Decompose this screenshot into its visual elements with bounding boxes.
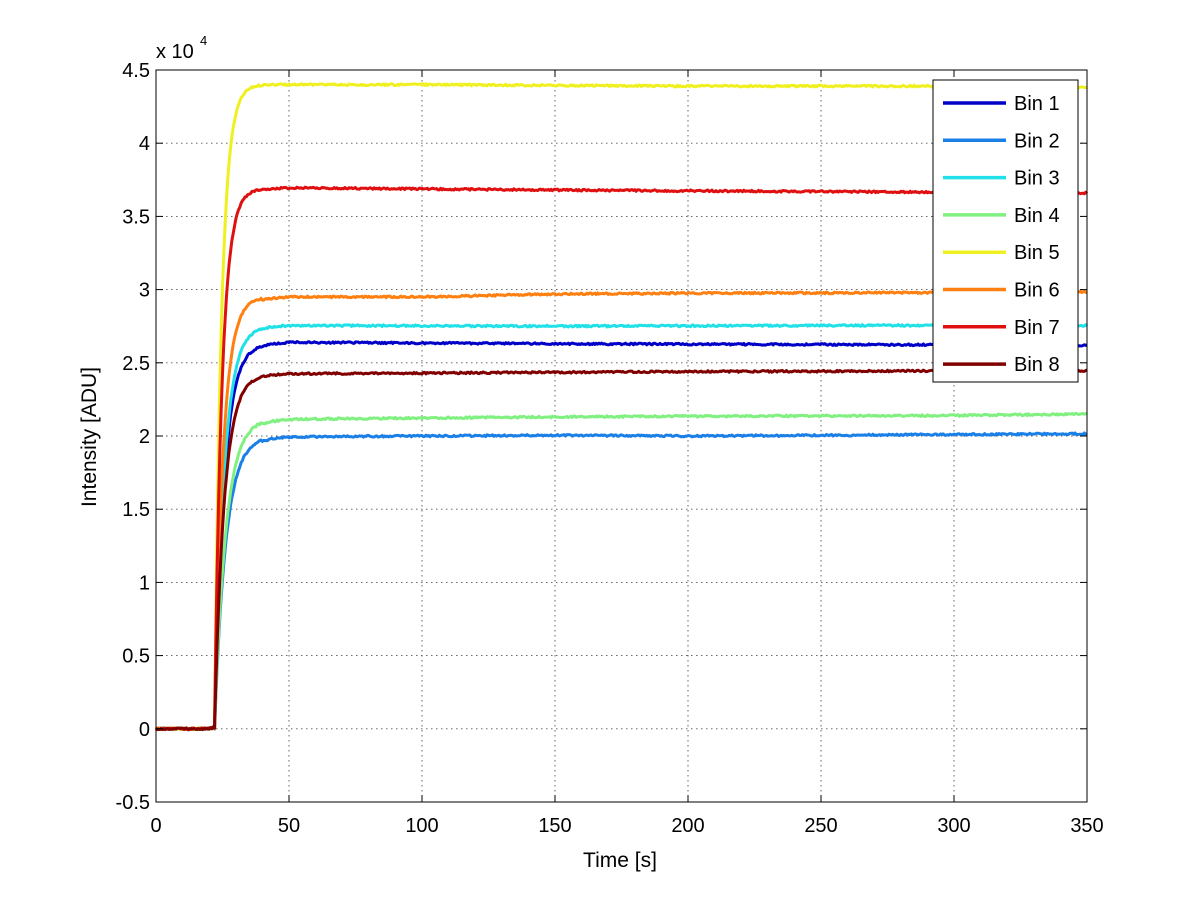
series-line-8 bbox=[154, 368, 1088, 732]
y-tick-label: 1 bbox=[139, 572, 150, 594]
x-tick-label: 250 bbox=[804, 815, 837, 837]
x-tick-label: 200 bbox=[671, 815, 704, 837]
y-axis-title: Intensity [ADU] bbox=[78, 367, 101, 507]
y-tick-label: 1.5 bbox=[122, 499, 150, 521]
grid-lines bbox=[156, 70, 1087, 802]
y-tick-label: 0 bbox=[139, 719, 150, 741]
series-line-3 bbox=[155, 323, 1089, 732]
legend-label-4: Bin 4 bbox=[1014, 205, 1060, 227]
y-tick-label: 2 bbox=[139, 426, 150, 448]
y-tick-label: 3 bbox=[139, 280, 150, 302]
legend-label-3: Bin 3 bbox=[1014, 168, 1060, 190]
y-tick-label: 2.5 bbox=[122, 353, 150, 375]
legend-label-1: Bin 1 bbox=[1014, 93, 1060, 115]
series-line-1 bbox=[155, 340, 1088, 732]
y-tick-label: 3.5 bbox=[122, 206, 150, 228]
axis-ticks: 0 50 100 150 200 250 300 350-0.500.511.522.533.… bbox=[116, 60, 1104, 837]
x-tick-label: 350 bbox=[1070, 815, 1103, 837]
y-tick-label: 4.5 bbox=[122, 60, 150, 82]
series-line-5 bbox=[155, 82, 1088, 732]
legend-label-7: Bin 7 bbox=[1014, 317, 1060, 339]
legend-label-6: Bin 6 bbox=[1014, 280, 1060, 302]
x-tick-label: 300 bbox=[937, 815, 970, 837]
y-exponent-base: x 10 bbox=[156, 41, 194, 63]
x-axis-title: Time [s] bbox=[583, 849, 657, 872]
x-tick-label: 150 bbox=[538, 815, 571, 837]
legend-label-8: Bin 8 bbox=[1014, 354, 1060, 376]
legend: Bin 1 Bin 2 Bin 3 Bin 4 Bin 5 Bin 6 Bin 7 Bin 8 bbox=[932, 79, 1079, 383]
series-line-2 bbox=[155, 431, 1088, 732]
y-exponent-power: 4 bbox=[200, 33, 207, 48]
y-tick-label: 4 bbox=[139, 133, 150, 155]
y-axis-exponent: x 10 4 bbox=[156, 33, 207, 63]
x-tick-label: 0 bbox=[150, 815, 161, 837]
y-tick-label: 0.5 bbox=[122, 646, 150, 668]
legend-box bbox=[932, 79, 1079, 383]
series-line-7 bbox=[154, 185, 1089, 732]
legend-label-2: Bin 2 bbox=[1014, 130, 1060, 152]
series-line-4 bbox=[155, 411, 1088, 732]
series-line-6 bbox=[154, 289, 1088, 732]
y-tick-label: -0.5 bbox=[116, 792, 150, 814]
x-tick-label: 50 bbox=[278, 815, 300, 837]
series-lines bbox=[154, 82, 1089, 732]
legend-label-5: Bin 5 bbox=[1014, 242, 1060, 264]
x-tick-label: 100 bbox=[405, 815, 438, 837]
